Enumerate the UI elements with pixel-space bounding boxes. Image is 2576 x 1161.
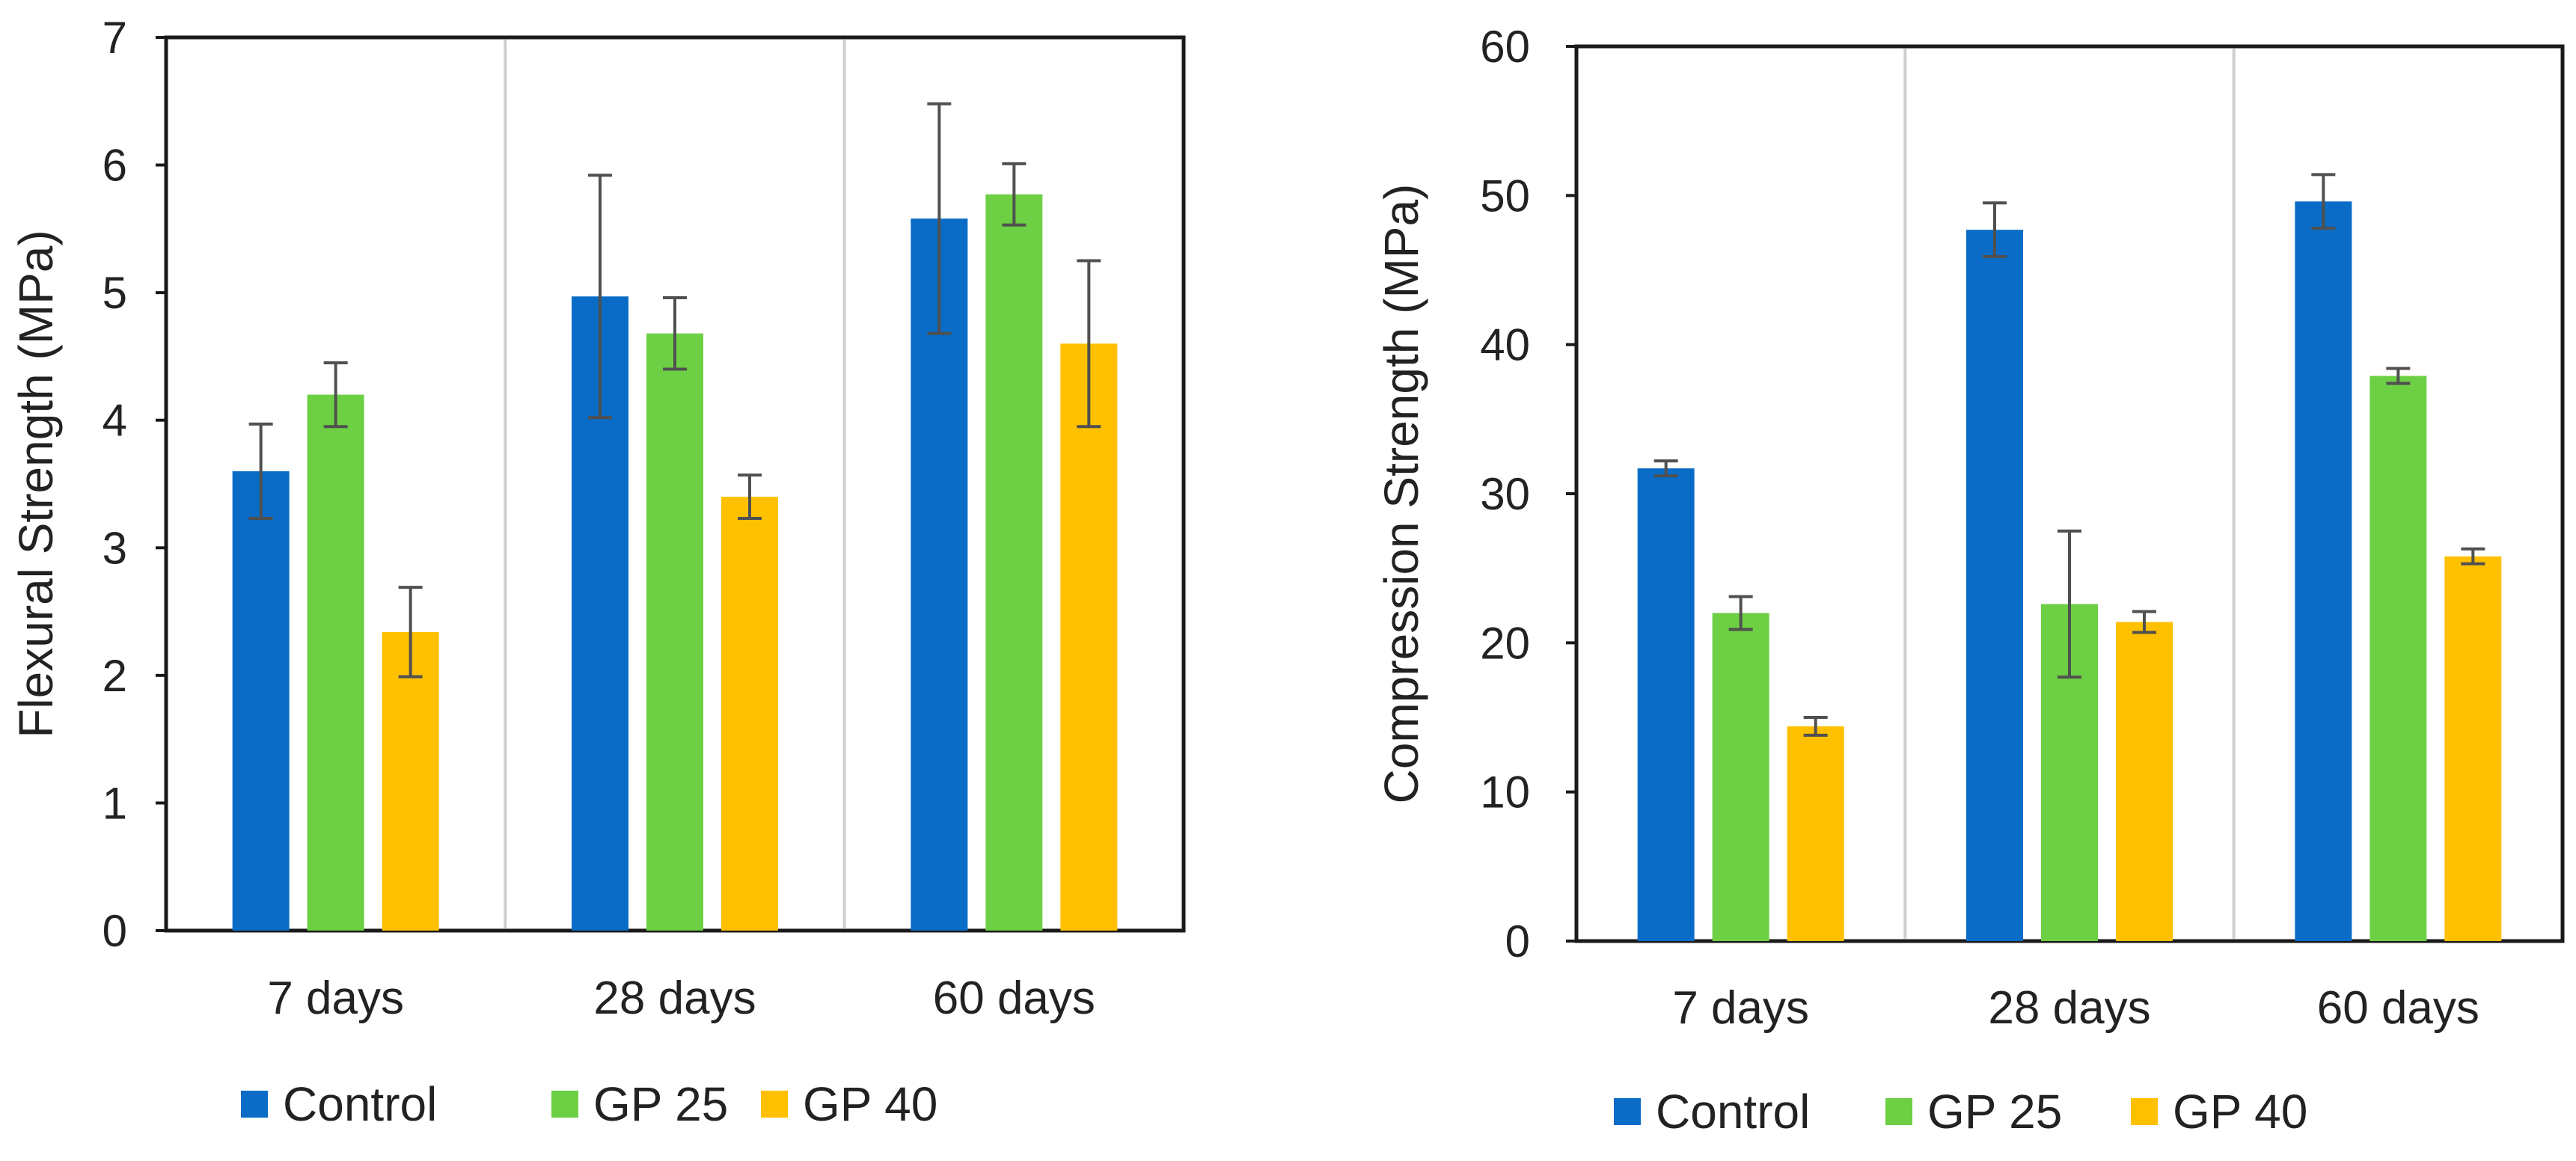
y-tick-label: 20 [1480,618,1530,668]
legend-label: GP 25 [593,1077,728,1131]
bar-gp-40-7-days [382,631,439,931]
bar-gp-25-7-days [1712,613,1769,941]
y-tick-label: 60 [1480,22,1530,72]
bar-gp-25-28-days [646,333,703,931]
y-tick-label: 3 [103,523,127,573]
bar-control-28-days [1966,230,2023,941]
y-tick-label: 50 [1480,171,1530,221]
legend-label: GP 40 [803,1077,937,1131]
y-axis-title: Flexural Strength (MPa) [9,230,63,738]
y-tick-label: 30 [1480,469,1530,519]
y-tick-label: 40 [1480,320,1530,370]
bar-gp-25-60-days [2370,376,2427,941]
y-tick-label: 1 [103,778,127,828]
bar-gp-40-60-days [1060,343,1118,931]
compression-strength-chart: 0 10 20 30 40 50 60 Compression Strength (MPa) 7… [1374,22,2565,1139]
bar-control-7-days [1637,468,1695,941]
legend-label: GP 25 [1927,1085,2062,1139]
y-tick-label: 2 [103,651,127,701]
y-tick-label: 4 [103,396,127,446]
y-axis-title: Compression Strength (MPa) [1374,184,1428,804]
legend-swatch [761,1091,788,1118]
y-tick-label: 10 [1480,768,1530,818]
y-tick-label: 7 [103,13,127,63]
y-tick-label: 0 [103,906,127,956]
y-tick-label: 6 [103,141,127,191]
legend-label: GP 40 [2173,1085,2307,1139]
bar-gp-40-7-days [1787,726,1844,941]
x-category-label: 7 days [1672,982,1809,1034]
bar-gp-40-60-days [2444,556,2502,941]
legend-swatch [241,1091,268,1118]
bar-gp-25-60-days [985,194,1043,931]
bar-control-60-days [2295,201,2352,942]
x-category-label: 28 days [593,972,756,1024]
x-category-label: 28 days [1988,982,2150,1034]
bar-control-60-days [911,218,968,931]
bar-gp-25-7-days [307,394,364,931]
x-category-label: 7 days [267,972,404,1024]
legend-label: Control [1656,1085,1810,1139]
legend-swatch [551,1091,578,1118]
y-tick-label: 0 [1505,916,1530,967]
bar-gp-40-28-days [2116,622,2173,941]
bar-control-7-days [232,471,290,931]
legend-swatch [2131,1098,2158,1125]
flexural-strength-chart: 0 1 2 3 4 5 6 7 Flexural Strength (MPa) 7 days 28 … [9,13,1186,1131]
y-tick-label: 5 [103,268,127,318]
bar-gp-40-28-days [721,497,778,931]
legend-swatch [1885,1098,1912,1125]
x-category-label: 60 days [933,972,1095,1024]
x-category-label: 60 days [2317,982,2479,1034]
legend-label: Control [283,1077,437,1131]
legend-swatch [1614,1098,1641,1125]
